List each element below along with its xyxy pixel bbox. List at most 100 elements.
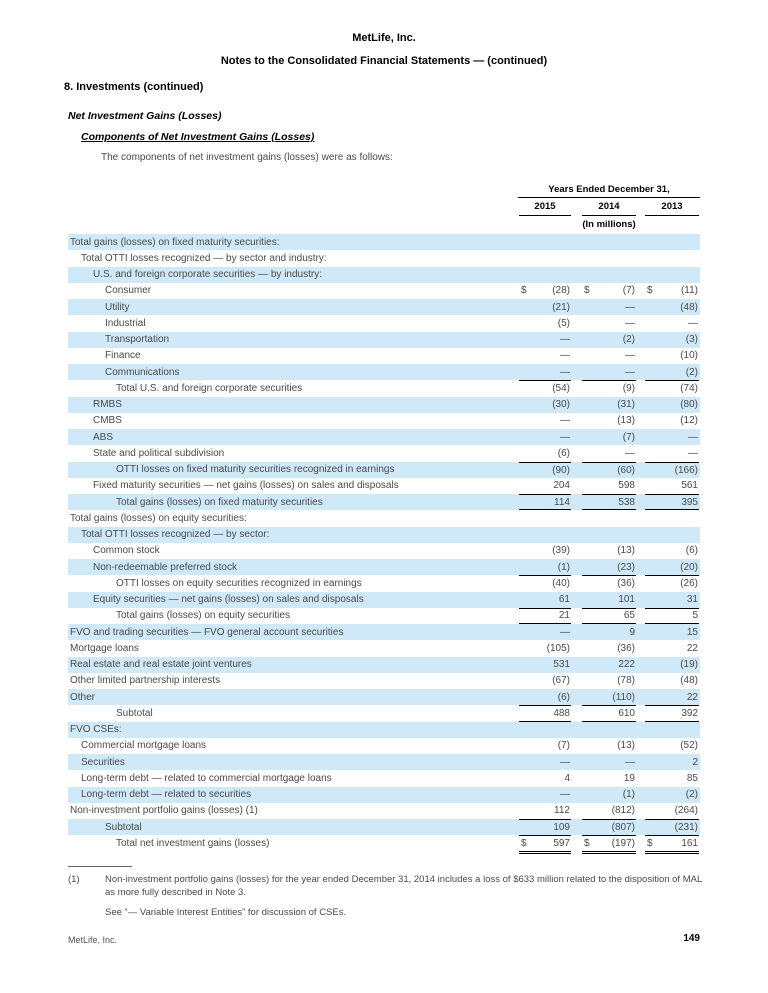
value-cell: (1)	[582, 787, 636, 803]
cell-value: (48)	[680, 675, 698, 687]
year-column-2015: 2015	[534, 201, 556, 212]
cell-value: (11)	[680, 285, 698, 297]
cell-value: (166)	[674, 464, 698, 476]
value-cell: —	[519, 754, 571, 770]
value-cell: 19	[582, 770, 636, 786]
cell-value: —	[560, 334, 570, 346]
cell-value: (52)	[680, 740, 698, 752]
cell-value: 65	[623, 610, 635, 622]
cell-value: (36)	[617, 642, 635, 654]
value-cell	[645, 234, 699, 250]
table-row: Total OTTI losses recognized — by sector…	[68, 250, 700, 266]
row-label: State and political subdivision	[93, 447, 225, 459]
footnote-text: Non-investment portfolio gains (losses) …	[105, 874, 702, 898]
cell-value: 538	[618, 496, 635, 508]
cell-value: 392	[681, 707, 698, 719]
value-cell: 31	[645, 592, 699, 608]
table-row: Mortgage loans (105) (36) 22	[68, 640, 700, 656]
cell-value: —	[688, 317, 698, 329]
value-cell: (264)	[645, 803, 699, 819]
value-cell	[519, 527, 571, 543]
cell-value: —	[560, 756, 570, 768]
value-cell: (7)	[582, 429, 636, 445]
value-cell: $ (11)	[645, 283, 699, 299]
cell-value: 31	[686, 594, 698, 606]
see-note-text: See “— Variable Interest Entities” for d…	[105, 907, 347, 918]
value-cell: (1)	[519, 559, 571, 575]
cell-value: (1)	[622, 789, 635, 801]
cell-value: (26)	[680, 578, 698, 590]
value-cell: (7)	[519, 738, 571, 754]
cell-value: 610	[618, 707, 635, 719]
table-row: Subtotal 109 (807) (231)	[68, 819, 700, 836]
table-row: Long-term debt — related to commercial m…	[68, 770, 700, 786]
cell-value: (12)	[680, 415, 698, 427]
subsubsection-heading: Components of Net Investment Gains (Loss…	[81, 131, 315, 143]
value-cell: (2)	[645, 787, 699, 803]
value-cell: 488	[519, 705, 571, 722]
value-cell	[582, 250, 636, 266]
row-label: Finance	[105, 350, 141, 362]
row-label: Total gains (losses) on equity securitie…	[116, 610, 290, 622]
cell-value: 112	[554, 805, 570, 817]
value-cell: (67)	[519, 673, 571, 689]
cell-value: (23)	[617, 561, 635, 573]
cell-value: —	[560, 431, 570, 443]
cell-value: (6)	[557, 691, 570, 703]
value-cell: (26)	[645, 575, 699, 591]
value-cell	[519, 250, 571, 266]
value-cell: 101	[582, 592, 636, 608]
row-label: FVO and trading securities — FVO general…	[70, 626, 344, 638]
value-cell: $ (7)	[582, 283, 636, 299]
row-label: Real estate and real estate joint ventur…	[70, 659, 252, 671]
period-header: Years Ended December 31,	[548, 184, 670, 195]
cell-value: 204	[553, 480, 570, 492]
cell-value: —	[625, 366, 635, 378]
cell-value: 22	[686, 691, 698, 703]
value-cell: —	[519, 429, 571, 445]
value-cell: (48)	[645, 299, 699, 315]
table-row: Equity securities — net gains (losses) o…	[68, 591, 700, 608]
value-cell: 222	[582, 657, 636, 673]
value-cell	[519, 510, 571, 526]
value-cell	[645, 527, 699, 543]
value-cell	[519, 234, 571, 250]
cell-value: —	[625, 350, 635, 362]
table-row: RMBS (30) (31) (80)	[68, 396, 700, 413]
cell-value: (21)	[552, 301, 570, 313]
footnote-divider	[68, 866, 132, 867]
cell-value: —	[625, 447, 635, 459]
cell-value: (90)	[552, 464, 570, 476]
table-rows: Total gains (losses) on fixed maturity s…	[68, 234, 700, 854]
cell-value: (105)	[546, 642, 570, 654]
value-cell: (23)	[582, 559, 636, 575]
cell-value: (78)	[617, 675, 635, 687]
value-cell	[645, 722, 699, 738]
value-cell: $ (197)	[582, 835, 636, 854]
value-cell: 5	[645, 607, 699, 624]
value-cell: (36)	[582, 640, 636, 656]
cell-value: 22	[686, 642, 698, 654]
value-cell: —	[582, 364, 636, 380]
value-cell: (31)	[582, 397, 636, 413]
value-cell: (36)	[582, 575, 636, 591]
cell-value: 15	[686, 626, 698, 638]
cell-value: (7)	[557, 740, 570, 752]
value-cell: (807)	[582, 819, 636, 835]
value-cell: $161	[645, 835, 699, 854]
cell-value: 4	[564, 772, 570, 784]
cell-value: (231)	[674, 822, 698, 834]
units-label: (In millions)	[582, 219, 636, 230]
table-row: OTTI losses on equity securities recogni…	[68, 575, 700, 591]
value-cell	[519, 267, 571, 283]
cell-value: 488	[553, 707, 570, 719]
row-label: FVO CSEs:	[70, 724, 122, 736]
value-cell	[582, 510, 636, 526]
cell-value: (60)	[617, 464, 635, 476]
table-row: Transportation — (2) (3)	[68, 331, 700, 348]
value-cell	[582, 527, 636, 543]
cell-value: (13)	[617, 740, 635, 752]
cell-value: (264)	[674, 805, 698, 817]
row-label: Subtotal	[105, 821, 142, 833]
